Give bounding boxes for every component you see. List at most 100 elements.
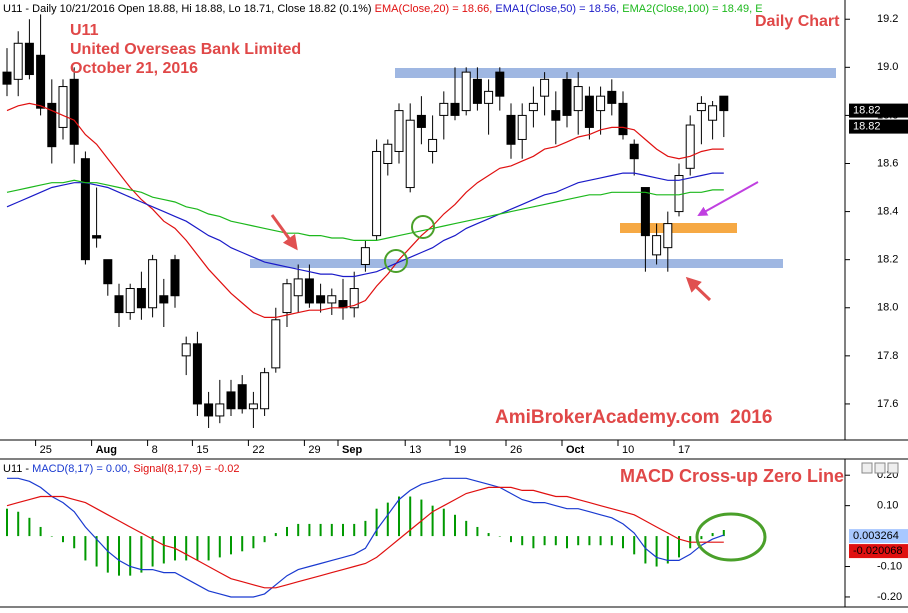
histogram-bar bbox=[241, 536, 244, 552]
arrow bbox=[685, 276, 712, 302]
histogram-bar bbox=[711, 533, 714, 537]
histogram-bar bbox=[286, 526, 288, 537]
date: October 21, 2016 bbox=[70, 60, 198, 77]
candle-body bbox=[472, 78, 482, 104]
value-box bbox=[849, 119, 908, 134]
macd-circle bbox=[695, 512, 767, 562]
candle-body bbox=[92, 235, 102, 239]
candle-body bbox=[327, 295, 337, 304]
histogram-bar bbox=[487, 533, 490, 537]
histogram-bar bbox=[185, 536, 188, 561]
histogram-bar bbox=[722, 530, 725, 537]
y-tick-label: 18.4 bbox=[877, 205, 898, 217]
histogram-bar bbox=[28, 517, 31, 537]
candle-body bbox=[439, 102, 449, 116]
candle-body bbox=[47, 102, 57, 148]
value-box bbox=[849, 529, 908, 544]
orange-band bbox=[620, 223, 737, 233]
histogram-bar bbox=[73, 536, 76, 549]
histogram-bar bbox=[622, 536, 624, 549]
y-tick-label: 17.8 bbox=[877, 350, 898, 362]
histogram-bar bbox=[330, 523, 333, 537]
histogram-bar bbox=[140, 536, 143, 573]
candle-body bbox=[719, 95, 729, 112]
candle-body bbox=[36, 54, 46, 109]
histogram-bar bbox=[409, 496, 412, 537]
histogram-bar bbox=[95, 536, 98, 567]
histogram-bar bbox=[118, 536, 120, 576]
candle-body bbox=[428, 138, 438, 152]
candle-body bbox=[114, 295, 124, 314]
icon[interactable] bbox=[874, 462, 886, 474]
value-label: 0.003264 bbox=[853, 530, 899, 542]
legend-entry: EMA2(Close,100) = 18.49, E bbox=[622, 3, 762, 15]
legend-title: U11 - bbox=[3, 463, 29, 475]
histogram-bar bbox=[297, 523, 300, 537]
value-label: -0.020068 bbox=[853, 545, 903, 557]
histogram-bar bbox=[319, 523, 322, 537]
candle-body bbox=[663, 223, 673, 249]
histogram-bar bbox=[308, 523, 311, 537]
icon[interactable] bbox=[887, 462, 899, 474]
candle-body bbox=[103, 259, 113, 285]
histogram-bar bbox=[342, 523, 344, 537]
histogram-bar bbox=[700, 536, 703, 540]
candle-body bbox=[461, 71, 471, 112]
histogram-bar bbox=[207, 536, 210, 561]
legend-entry: EMA1(Close,50) = 18.56, bbox=[495, 3, 619, 15]
histogram-bar bbox=[375, 508, 378, 537]
histogram-bar bbox=[431, 505, 434, 537]
legend-entry: EMA(Close,20) = 18.66, bbox=[375, 3, 493, 15]
arrow bbox=[697, 181, 759, 216]
x-tick-label: 13 bbox=[409, 444, 421, 456]
y-tick-label: 18.2 bbox=[877, 254, 898, 266]
histogram-bar bbox=[599, 536, 602, 546]
x-tick-label: Sep bbox=[342, 444, 362, 456]
macd-annotation: MACD Cross-up Zero Line bbox=[620, 466, 844, 486]
y-tick-label: 18.6 bbox=[877, 157, 898, 169]
candle-body bbox=[551, 110, 561, 121]
candle-body bbox=[629, 143, 639, 160]
histogram-bar bbox=[521, 536, 524, 546]
candle-body bbox=[69, 78, 79, 145]
candle-body bbox=[24, 42, 34, 76]
y-tick-label: 19.0 bbox=[877, 61, 898, 73]
histogram-bar bbox=[364, 520, 367, 537]
resistance-band bbox=[395, 68, 836, 78]
x-tick-label: 19 bbox=[454, 444, 466, 456]
histogram-bar bbox=[610, 536, 613, 546]
y-tick-label: 0.10 bbox=[877, 500, 898, 512]
candle-body bbox=[2, 71, 12, 85]
histogram-bar bbox=[62, 536, 64, 543]
histogram-bar bbox=[196, 536, 199, 561]
histogram-bar bbox=[510, 536, 512, 543]
candle-body bbox=[181, 343, 191, 357]
histogram-bar bbox=[554, 536, 557, 546]
histogram-bar bbox=[498, 536, 501, 537]
cross-circle bbox=[384, 249, 408, 273]
candle-body bbox=[394, 110, 404, 152]
candle-body bbox=[192, 343, 202, 405]
icon[interactable] bbox=[861, 462, 873, 474]
histogram-bar bbox=[252, 536, 255, 549]
histogram-bar bbox=[655, 536, 658, 567]
watermark: AmiBrokerAcademy.com 2016 bbox=[495, 407, 772, 428]
company: United Overseas Bank Limited bbox=[70, 41, 301, 58]
histogram-bar bbox=[543, 536, 546, 546]
candle-body bbox=[282, 283, 292, 314]
series-line bbox=[6, 486, 724, 589]
histogram-bar bbox=[129, 536, 132, 576]
candle-body bbox=[685, 124, 695, 169]
histogram-bar bbox=[50, 536, 53, 537]
candle-body bbox=[293, 278, 303, 297]
candle-body bbox=[248, 403, 258, 410]
x-tick-label: 26 bbox=[510, 444, 522, 456]
x-tick-label: Oct bbox=[566, 444, 585, 456]
plot: 17.617.818.018.218.418.618.819.019.225Au… bbox=[2, 3, 908, 603]
value-label: 18.82 bbox=[853, 121, 881, 133]
x-tick-label: Aug bbox=[96, 444, 117, 456]
candle-body bbox=[584, 95, 594, 128]
y-tick-label: -0.10 bbox=[877, 560, 902, 572]
candle-body bbox=[237, 384, 247, 410]
